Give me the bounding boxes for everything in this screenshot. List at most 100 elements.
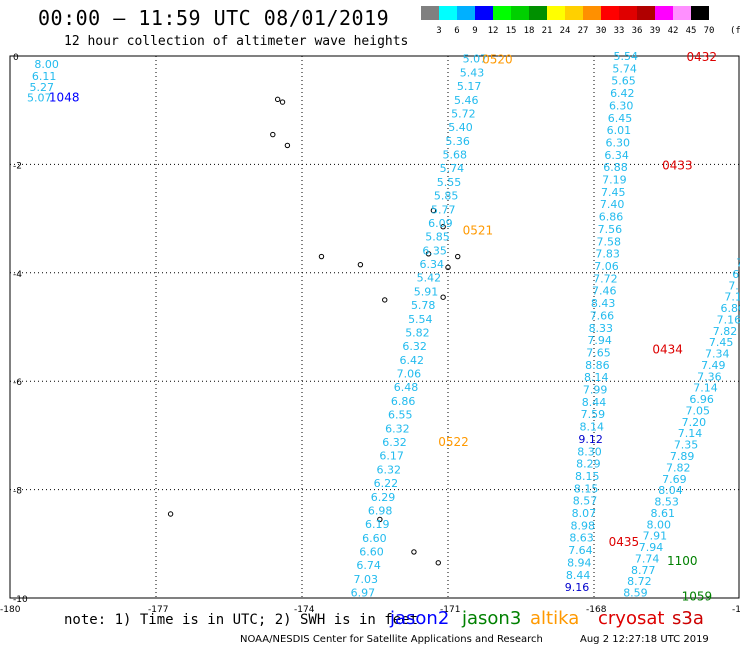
swh-value: 7.45: [709, 336, 734, 349]
swh-value: 6.30: [609, 99, 634, 112]
legend-swatch: [529, 6, 547, 20]
legend-label: 3: [436, 26, 442, 36]
swh-value: 7.66: [590, 309, 615, 322]
swh-value: 7.03: [354, 573, 379, 586]
swh-value: 6.32: [376, 463, 401, 476]
swh-value: 6.5: [732, 268, 740, 281]
swh-value: 6.19: [365, 518, 390, 531]
swh-value: 5.85: [425, 231, 450, 244]
legend-label: 45: [685, 26, 697, 36]
swh-value: 7.99: [583, 384, 608, 397]
swh-value: 7.83: [595, 248, 620, 261]
legend-label: 39: [649, 26, 661, 36]
legend-swatch: [565, 6, 583, 20]
legend-label: 15: [505, 26, 517, 36]
generated-timestamp: Aug 2 12:27:18 UTC 2019: [580, 634, 709, 645]
legend-unit: (ft): [730, 26, 740, 36]
swh-value: 7.69: [662, 473, 687, 486]
swh-value: 8.00: [647, 518, 672, 531]
swh-value: 8.61: [650, 507, 675, 520]
swh-value: 8.33: [589, 322, 614, 335]
swh-value: 8.15: [574, 482, 599, 495]
page-title: 00:00 – 11:59 UTC 08/01/2019: [38, 6, 390, 30]
swh-value: 6.22: [374, 477, 399, 490]
swh-value: 5.36: [445, 135, 470, 148]
pass-time-label-altika: 0520: [482, 53, 513, 67]
swh-value: 6.17: [379, 450, 404, 463]
pass-time-label-jason3: 1059: [682, 589, 713, 603]
swh-value: 5.43: [460, 66, 485, 79]
swh-value: 7.34: [705, 348, 730, 361]
x-tick-label: -174: [294, 605, 315, 615]
swh-value: 5.42: [417, 272, 442, 285]
y-tick-label: -4: [13, 270, 22, 280]
swh-value: 6.86: [721, 302, 740, 315]
swh-value: 6.86: [599, 211, 624, 224]
pass-time-label-altika: 0522: [438, 435, 469, 449]
legend-label: 21: [541, 26, 553, 36]
swh-value: 7.14: [678, 427, 703, 440]
swh-value: 8.07: [572, 507, 597, 520]
swh-value: 8.15: [575, 470, 600, 483]
y-tick-label: -2: [13, 161, 22, 171]
swh-value: 5.68: [443, 149, 468, 162]
footer-note: note: 1) Time is in UTC; 2) SWH is in fe…: [64, 612, 419, 628]
swh-value: 6.32: [382, 436, 407, 449]
legend-swatch: [457, 6, 475, 20]
island-outline: [440, 294, 446, 300]
swh-value: 7.45: [601, 186, 626, 199]
swh-value: 5.17: [457, 80, 482, 93]
credit-line: NOAA/NESDIS Center for Satellite Applica…: [240, 634, 543, 645]
swh-value: 5.55: [437, 176, 462, 189]
swh-value: 5.27: [29, 81, 54, 94]
swh-value: 5.54: [613, 50, 638, 63]
island-outline: [435, 560, 441, 566]
swh-value: 6.35: [422, 244, 447, 257]
swh-value: 8.77: [631, 564, 656, 577]
island-outline: [425, 251, 432, 257]
swh-value: 6.74: [356, 559, 381, 572]
swh-value: 7.59: [581, 408, 606, 421]
swh-value: 7.91: [643, 530, 668, 543]
swh-value: 6.98: [368, 504, 393, 517]
legend-label: 30: [595, 26, 607, 36]
swh-value: 7.82: [666, 461, 691, 474]
swh-value: 5.07: [463, 53, 488, 66]
swh-value: 7.89: [670, 450, 695, 463]
swh-value: 5.07: [27, 92, 52, 105]
swh-value: 7.00: [736, 257, 740, 270]
swh-value: 6.42: [610, 87, 635, 100]
swh-value: 6.60: [362, 532, 387, 545]
island-outline: [440, 224, 446, 230]
swh-value: 7.49: [701, 359, 726, 372]
legend-label: 6: [454, 26, 460, 36]
pass-time-label-jason2: 1048: [49, 91, 80, 105]
swh-value: 7.94: [639, 541, 664, 554]
swh-value: 7.72: [593, 272, 618, 285]
swh-value: 7.20: [682, 416, 707, 429]
legend-label: 27: [577, 26, 589, 36]
swh-value: 7.56: [598, 223, 623, 236]
swh-value: 8.98: [570, 519, 595, 532]
satellite-key-altika: altika: [530, 608, 580, 629]
satellite-key-cryosat: cryosat: [598, 608, 665, 629]
legend-label: 12: [487, 26, 499, 36]
legend-swatch: [475, 6, 493, 20]
satellite-key-jason2: jason2: [390, 608, 450, 629]
swh-value: 5.82: [405, 326, 430, 339]
swh-value: 7.18: [724, 291, 740, 304]
swh-value: 5.91: [414, 285, 439, 298]
swh-value: 6.60: [359, 546, 384, 559]
swh-value: 8.72: [627, 575, 652, 588]
swh-value: 5.54: [408, 313, 433, 326]
swh-value: 6.86: [391, 395, 416, 408]
swh-value: 8.57: [573, 495, 598, 508]
x-tick-label: -168: [586, 605, 607, 615]
swh-value: 8.29: [576, 458, 601, 471]
swh-value: 6.34: [604, 149, 629, 162]
island-outline: [274, 96, 281, 103]
swh-value: 7.16: [717, 313, 740, 326]
swh-value: 5.77: [431, 203, 456, 216]
